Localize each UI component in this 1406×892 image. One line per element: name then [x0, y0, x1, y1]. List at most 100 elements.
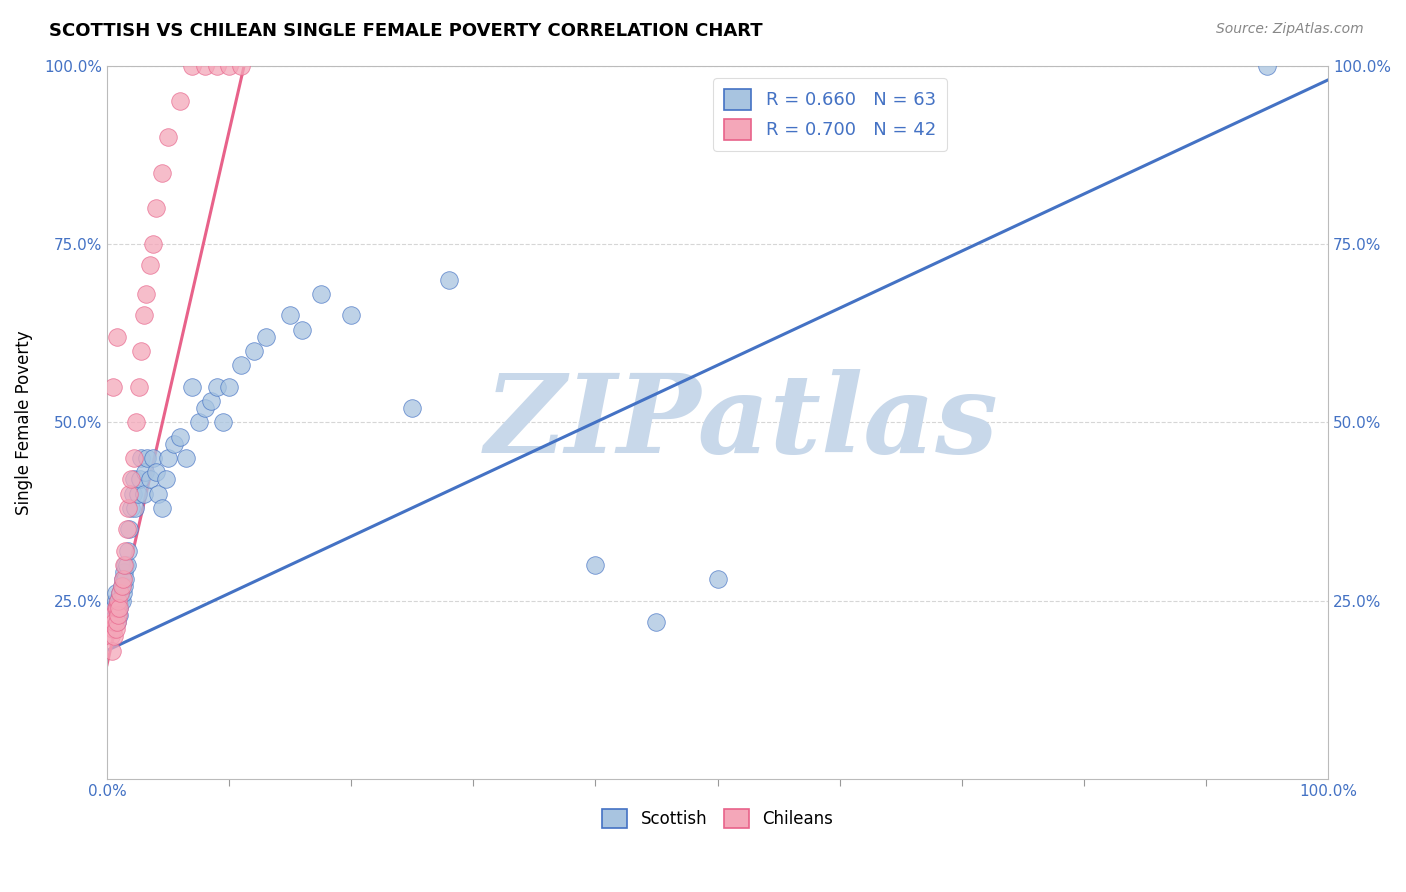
Point — [136, 450, 159, 465]
Point — [120, 500, 142, 515]
Point — [340, 308, 363, 322]
Point — [401, 401, 423, 415]
Point — [187, 415, 209, 429]
Point — [101, 379, 124, 393]
Legend: Scottish, Chileans: Scottish, Chileans — [596, 802, 839, 835]
Point — [105, 329, 128, 343]
Point — [706, 572, 728, 586]
Point — [124, 500, 146, 515]
Point — [134, 465, 156, 479]
Point — [169, 429, 191, 443]
Point — [110, 586, 132, 600]
Point — [645, 615, 668, 629]
Point — [111, 572, 134, 586]
Point — [132, 308, 155, 322]
Point — [105, 615, 128, 629]
Point — [242, 343, 264, 358]
Point — [142, 450, 165, 465]
Point — [128, 379, 150, 393]
Point — [104, 593, 127, 607]
Point — [278, 308, 301, 322]
Point — [155, 472, 177, 486]
Point — [110, 586, 132, 600]
Point — [101, 607, 124, 622]
Point — [218, 59, 240, 73]
Point — [291, 322, 314, 336]
Point — [118, 486, 141, 500]
Point — [176, 450, 198, 465]
Point — [122, 472, 145, 486]
Point — [111, 586, 134, 600]
Point — [104, 622, 127, 636]
Point — [135, 286, 157, 301]
Point — [100, 629, 122, 643]
Point — [101, 643, 124, 657]
Point — [112, 558, 135, 572]
Point — [212, 415, 235, 429]
Point — [437, 272, 460, 286]
Text: ZIPatlas: ZIPatlas — [485, 368, 998, 476]
Point — [169, 95, 191, 109]
Point — [101, 622, 124, 636]
Point — [150, 165, 173, 179]
Point — [101, 615, 124, 629]
Point — [111, 572, 134, 586]
Point — [103, 629, 125, 643]
Point — [181, 379, 204, 393]
Point — [114, 543, 136, 558]
Point — [200, 393, 222, 408]
Point — [107, 607, 129, 622]
Point — [157, 450, 180, 465]
Point — [117, 543, 139, 558]
Point — [107, 593, 129, 607]
Point — [148, 486, 170, 500]
Point — [194, 59, 217, 73]
Point — [205, 379, 228, 393]
Text: Source: ZipAtlas.com: Source: ZipAtlas.com — [1216, 22, 1364, 37]
Point — [117, 500, 139, 515]
Point — [118, 522, 141, 536]
Point — [125, 415, 148, 429]
Point — [254, 329, 277, 343]
Point — [121, 486, 143, 500]
Y-axis label: Single Female Poverty: Single Female Poverty — [15, 330, 32, 515]
Point — [127, 486, 149, 500]
Point — [129, 450, 152, 465]
Point — [101, 607, 124, 622]
Point — [218, 379, 240, 393]
Point — [138, 258, 160, 272]
Point — [108, 607, 131, 622]
Text: SCOTTISH VS CHILEAN SINGLE FEMALE POVERTY CORRELATION CHART: SCOTTISH VS CHILEAN SINGLE FEMALE POVERT… — [49, 22, 763, 40]
Point — [231, 59, 253, 73]
Point — [105, 600, 128, 615]
Point — [194, 401, 217, 415]
Point — [120, 472, 142, 486]
Point — [163, 436, 186, 450]
Point — [122, 450, 145, 465]
Point — [132, 486, 155, 500]
Point — [142, 236, 165, 251]
Point — [205, 59, 228, 73]
Point — [104, 586, 127, 600]
Point — [104, 600, 127, 615]
Point — [114, 558, 136, 572]
Point — [150, 500, 173, 515]
Point — [583, 558, 606, 572]
Point — [115, 558, 138, 572]
Point — [138, 472, 160, 486]
Point — [108, 600, 131, 615]
Point — [105, 615, 128, 629]
Point — [231, 358, 253, 372]
Point — [157, 130, 180, 145]
Point — [103, 615, 125, 629]
Point — [111, 579, 134, 593]
Point — [114, 572, 136, 586]
Point — [145, 201, 167, 215]
Point — [103, 600, 125, 615]
Point — [105, 607, 128, 622]
Point — [107, 593, 129, 607]
Point — [108, 600, 131, 615]
Point — [115, 522, 138, 536]
Point — [129, 343, 152, 358]
Point — [112, 579, 135, 593]
